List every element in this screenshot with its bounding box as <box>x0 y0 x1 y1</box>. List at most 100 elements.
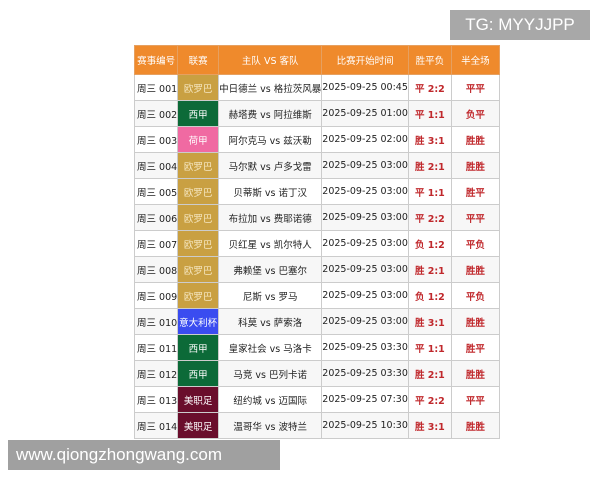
cell-result: 胜 3:1 <box>407 308 452 335</box>
cell-result: 胜 3:1 <box>407 126 452 153</box>
header-match-id: 赛事编号 <box>133 45 179 75</box>
table-row: 周三 010 意大利杯 科莫 vs 萨索洛 2025-09-25 03:00 胜 3:1… <box>133 308 500 335</box>
cell-start-time: 2025-09-25 03:00 <box>321 308 409 335</box>
header-league: 联赛 <box>177 45 220 75</box>
table-header: 赛事编号 联赛 主队 VS 客队 比赛开始时间 胜平负 半全场 <box>133 45 500 75</box>
table-row: 周三 014 美职足 温哥华 vs 波特兰 2025-09-25 10:30 胜 3:1… <box>133 412 500 439</box>
table-row: 周三 011 西甲 皇家社会 vs 马洛卡 2025-09-25 03:30 平 1:1… <box>133 334 500 361</box>
cell-teams: 马竞 vs 巴列卡诺 <box>218 360 323 387</box>
cell-teams: 布拉加 vs 费耶诺德 <box>218 204 323 231</box>
cell-start-time: 2025-09-25 03:00 <box>321 230 409 257</box>
header-result: 胜平负 <box>407 45 452 75</box>
cell-start-time: 2025-09-25 03:00 <box>321 152 409 179</box>
cell-result: 平 1:1 <box>407 178 452 205</box>
cell-match-id: 周三 004 <box>133 152 179 179</box>
cell-half-full: 胜胜 <box>450 126 500 153</box>
cell-result: 胜 2:1 <box>407 256 452 283</box>
cell-start-time: 2025-09-25 07:30 <box>321 386 409 413</box>
cell-teams: 尼斯 vs 罗马 <box>218 282 323 309</box>
header-half-full: 半全场 <box>450 45 500 75</box>
table-row: 周三 012 西甲 马竞 vs 巴列卡诺 2025-09-25 03:30 胜 2:1 胜… <box>133 360 500 387</box>
cell-teams: 中日德兰 vs 格拉茨风暴 <box>218 74 323 101</box>
cell-half-full: 平平 <box>450 74 500 101</box>
cell-result: 平 2:2 <box>407 204 452 231</box>
cell-half-full: 胜胜 <box>450 308 500 335</box>
cell-half-full: 负平 <box>450 100 500 127</box>
table-row: 周三 013 美职足 纽约城 vs 迈国际 2025-09-25 07:30 平 2:2… <box>133 386 500 413</box>
cell-league: 欧罗巴 <box>177 152 220 179</box>
cell-match-id: 周三 012 <box>133 360 179 387</box>
cell-teams: 科莫 vs 萨索洛 <box>218 308 323 335</box>
cell-half-full: 胜胜 <box>450 360 500 387</box>
cell-result: 胜 3:1 <box>407 412 452 439</box>
cell-result: 胜 2:1 <box>407 360 452 387</box>
cell-match-id: 周三 003 <box>133 126 179 153</box>
cell-match-id: 周三 013 <box>133 386 179 413</box>
cell-result: 负 1:2 <box>407 230 452 257</box>
cell-half-full: 胜胜 <box>450 256 500 283</box>
cell-result: 负 1:2 <box>407 282 452 309</box>
cell-result: 平 1:1 <box>407 334 452 361</box>
header-teams: 主队 VS 客队 <box>218 45 323 75</box>
cell-match-id: 周三 006 <box>133 204 179 231</box>
table-row: 周三 009 欧罗巴 尼斯 vs 罗马 2025-09-25 03:00 负 1:2 平负 <box>133 282 500 309</box>
table-row: 周三 004 欧罗巴 马尔默 vs 卢多戈雷 2025-09-25 03:00 胜 2:… <box>133 152 500 179</box>
cell-half-full: 平负 <box>450 282 500 309</box>
cell-match-id: 周三 010 <box>133 308 179 335</box>
cell-result: 平 1:1 <box>407 100 452 127</box>
cell-start-time: 2025-09-25 03:30 <box>321 360 409 387</box>
cell-teams: 赫塔费 vs 阿拉维斯 <box>218 100 323 127</box>
cell-teams: 阿尔克马 vs 兹沃勒 <box>218 126 323 153</box>
cell-result: 平 2:2 <box>407 74 452 101</box>
cell-half-full: 胜平 <box>450 178 500 205</box>
cell-result: 胜 2:1 <box>407 152 452 179</box>
cell-teams: 弗赖堡 vs 巴塞尔 <box>218 256 323 283</box>
cell-league: 欧罗巴 <box>177 256 220 283</box>
cell-half-full: 胜胜 <box>450 412 500 439</box>
cell-match-id: 周三 009 <box>133 282 179 309</box>
cell-match-id: 周三 008 <box>133 256 179 283</box>
table-row: 周三 001 欧罗巴 中日德兰 vs 格拉茨风暴 2025-09-25 00:45 平 … <box>133 74 500 101</box>
site-banner: www.qiongzhongwang.com <box>8 440 280 470</box>
cell-league: 西甲 <box>177 334 220 361</box>
table-row: 周三 002 西甲 赫塔费 vs 阿拉维斯 2025-09-25 01:00 平 1:1… <box>133 100 500 127</box>
cell-half-full: 平负 <box>450 230 500 257</box>
cell-match-id: 周三 002 <box>133 100 179 127</box>
table-row: 周三 007 欧罗巴 贝红星 vs 凯尔特人 2025-09-25 03:00 负 1:… <box>133 230 500 257</box>
cell-start-time: 2025-09-25 00:45 <box>321 74 409 101</box>
cell-league: 荷甲 <box>177 126 220 153</box>
cell-half-full: 胜胜 <box>450 152 500 179</box>
cell-teams: 贝蒂斯 vs 诺丁汉 <box>218 178 323 205</box>
cell-league: 西甲 <box>177 100 220 127</box>
cell-start-time: 2025-09-25 01:00 <box>321 100 409 127</box>
cell-match-id: 周三 005 <box>133 178 179 205</box>
cell-teams: 贝红星 vs 凯尔特人 <box>218 230 323 257</box>
table-row: 周三 006 欧罗巴 布拉加 vs 费耶诺德 2025-09-25 03:00 平 2:… <box>133 204 500 231</box>
cell-half-full: 平平 <box>450 204 500 231</box>
table-row: 周三 008 欧罗巴 弗赖堡 vs 巴塞尔 2025-09-25 03:00 胜 2:1… <box>133 256 500 283</box>
cell-teams: 纽约城 vs 迈国际 <box>218 386 323 413</box>
cell-league: 意大利杯 <box>177 308 220 335</box>
cell-start-time: 2025-09-25 03:00 <box>321 178 409 205</box>
cell-teams: 温哥华 vs 波特兰 <box>218 412 323 439</box>
cell-match-id: 周三 007 <box>133 230 179 257</box>
cell-result: 平 2:2 <box>407 386 452 413</box>
cell-match-id: 周三 001 <box>133 74 179 101</box>
cell-start-time: 2025-09-25 03:00 <box>321 256 409 283</box>
cell-league: 欧罗巴 <box>177 74 220 101</box>
cell-league: 美职足 <box>177 412 220 439</box>
cell-teams: 马尔默 vs 卢多戈雷 <box>218 152 323 179</box>
match-table: 赛事编号 联赛 主队 VS 客队 比赛开始时间 胜平负 半全场 周三 001 欧罗巴 中日德兰… <box>133 45 500 439</box>
cell-start-time: 2025-09-25 03:00 <box>321 204 409 231</box>
cell-league: 欧罗巴 <box>177 204 220 231</box>
cell-match-id: 周三 011 <box>133 334 179 361</box>
header-start-time: 比赛开始时间 <box>321 45 409 75</box>
cell-start-time: 2025-09-25 03:00 <box>321 282 409 309</box>
cell-league: 欧罗巴 <box>177 282 220 309</box>
cell-start-time: 2025-09-25 10:30 <box>321 412 409 439</box>
cell-teams: 皇家社会 vs 马洛卡 <box>218 334 323 361</box>
cell-half-full: 胜平 <box>450 334 500 361</box>
cell-match-id: 周三 014 <box>133 412 179 439</box>
cell-league: 欧罗巴 <box>177 230 220 257</box>
table-row: 周三 003 荷甲 阿尔克马 vs 兹沃勒 2025-09-25 02:00 胜 3:1… <box>133 126 500 153</box>
